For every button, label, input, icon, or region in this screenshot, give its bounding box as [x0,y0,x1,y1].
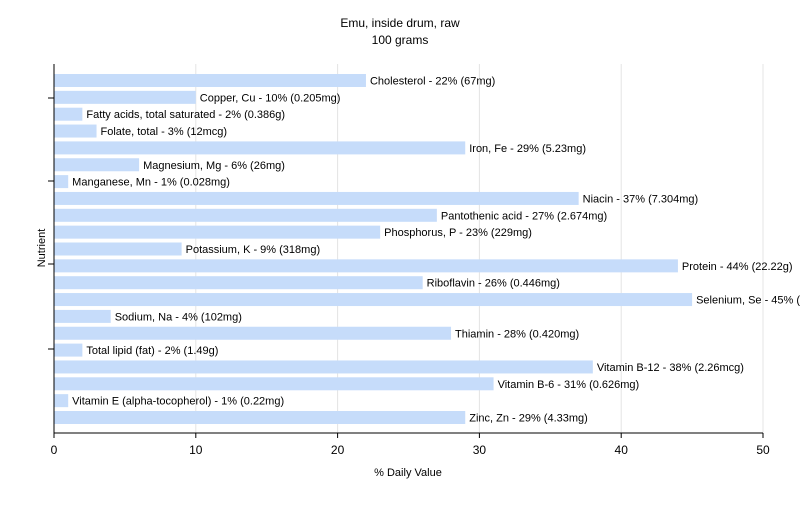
axes: 0 10 20 30 40 50 [48,64,770,457]
bar-label: Riboflavin - 26% (0.446mg) [427,278,560,290]
bar-zinc-zn [54,411,466,424]
bar-folate-total [54,124,97,138]
bar-label: Cholesterol - 22% (67mg) [370,76,495,88]
bar-phosphorus-p [54,225,381,239]
bar-label: Vitamin E (alpha-tocopherol) - 1% (0.22m… [72,396,284,408]
bar-label: Vitamin B-6 - 31% (0.626mg) [498,379,640,391]
chart-subtitle: 100 grams [372,33,429,47]
bar-label: Selenium, Se - 45% (31.4mcg) [696,295,800,307]
x-axis-label: % Daily Value [374,467,442,479]
bar-label: Manganese, Mn - 1% (0.028mg) [72,177,230,189]
bars [54,74,693,424]
bar-selenium-se [54,293,693,307]
bar-niacin [54,191,579,205]
y-axis-label: Nutrient [36,229,48,268]
bar-label: Niacin - 37% (7.304mg) [583,193,699,205]
x-tick-label: 40 [615,443,629,457]
x-tick-label: 10 [189,443,203,457]
bar-label: Folate, total - 3% (12mcg) [101,126,228,138]
bar-pantothenic-acid [54,208,437,222]
bar-total-lipid-fat [54,343,83,357]
chart-title: Emu, inside drum, raw [340,16,460,30]
bar-label: Phosphorus, P - 23% (229mg) [384,227,532,239]
bar-label: Vitamin B-12 - 38% (2.26mcg) [597,362,744,374]
bar-fatty-acids-total-saturated [54,107,83,121]
bar-copper-cu [54,90,196,104]
bar-riboflavin [54,276,423,290]
bar-protein [54,259,678,273]
bar-label: Protein - 44% (22.22g) [682,261,793,273]
x-tick-label: 30 [473,443,487,457]
bar-thiamin [54,326,452,340]
x-tick-label: 20 [331,443,345,457]
bar-label: Total lipid (fat) - 2% (1.49g) [86,345,218,357]
bar-vitamin-b-6 [54,377,494,391]
bar-label: Potassium, K - 9% (318mg) [186,244,321,256]
bar-labels: Cholesterol - 22% (67mg) Copper, Cu - 10%… [72,76,800,425]
bar-label: Zinc, Zn - 29% (4.33mg) [469,413,588,425]
bar-label: Sodium, Na - 4% (102mg) [115,311,242,323]
bar-label: Iron, Fe - 29% (5.23mg) [469,143,586,155]
bar-label: Pantothenic acid - 27% (2.674mg) [441,210,607,222]
bar-iron-fe [54,141,466,155]
bar-label: Fatty acids, total saturated - 2% (0.386… [86,109,285,121]
bar-potassium-k [54,242,182,256]
bar-sodium-na [54,309,111,323]
bar-label: Magnesium, Mg - 6% (26mg) [143,160,285,172]
bar-label: Copper, Cu - 10% (0.205mg) [200,92,341,104]
bar-label: Thiamin - 28% (0.420mg) [455,328,579,340]
bar-manganese-mn [54,175,69,189]
bar-magnesium-mg [54,158,140,172]
x-tick-label: 50 [756,443,770,457]
x-tick-label: 0 [51,443,58,457]
bar-cholesterol [54,74,366,87]
bar-vitamin-e-alpha-tocopherol [54,394,69,408]
bar-vitamin-b-12 [54,360,593,374]
